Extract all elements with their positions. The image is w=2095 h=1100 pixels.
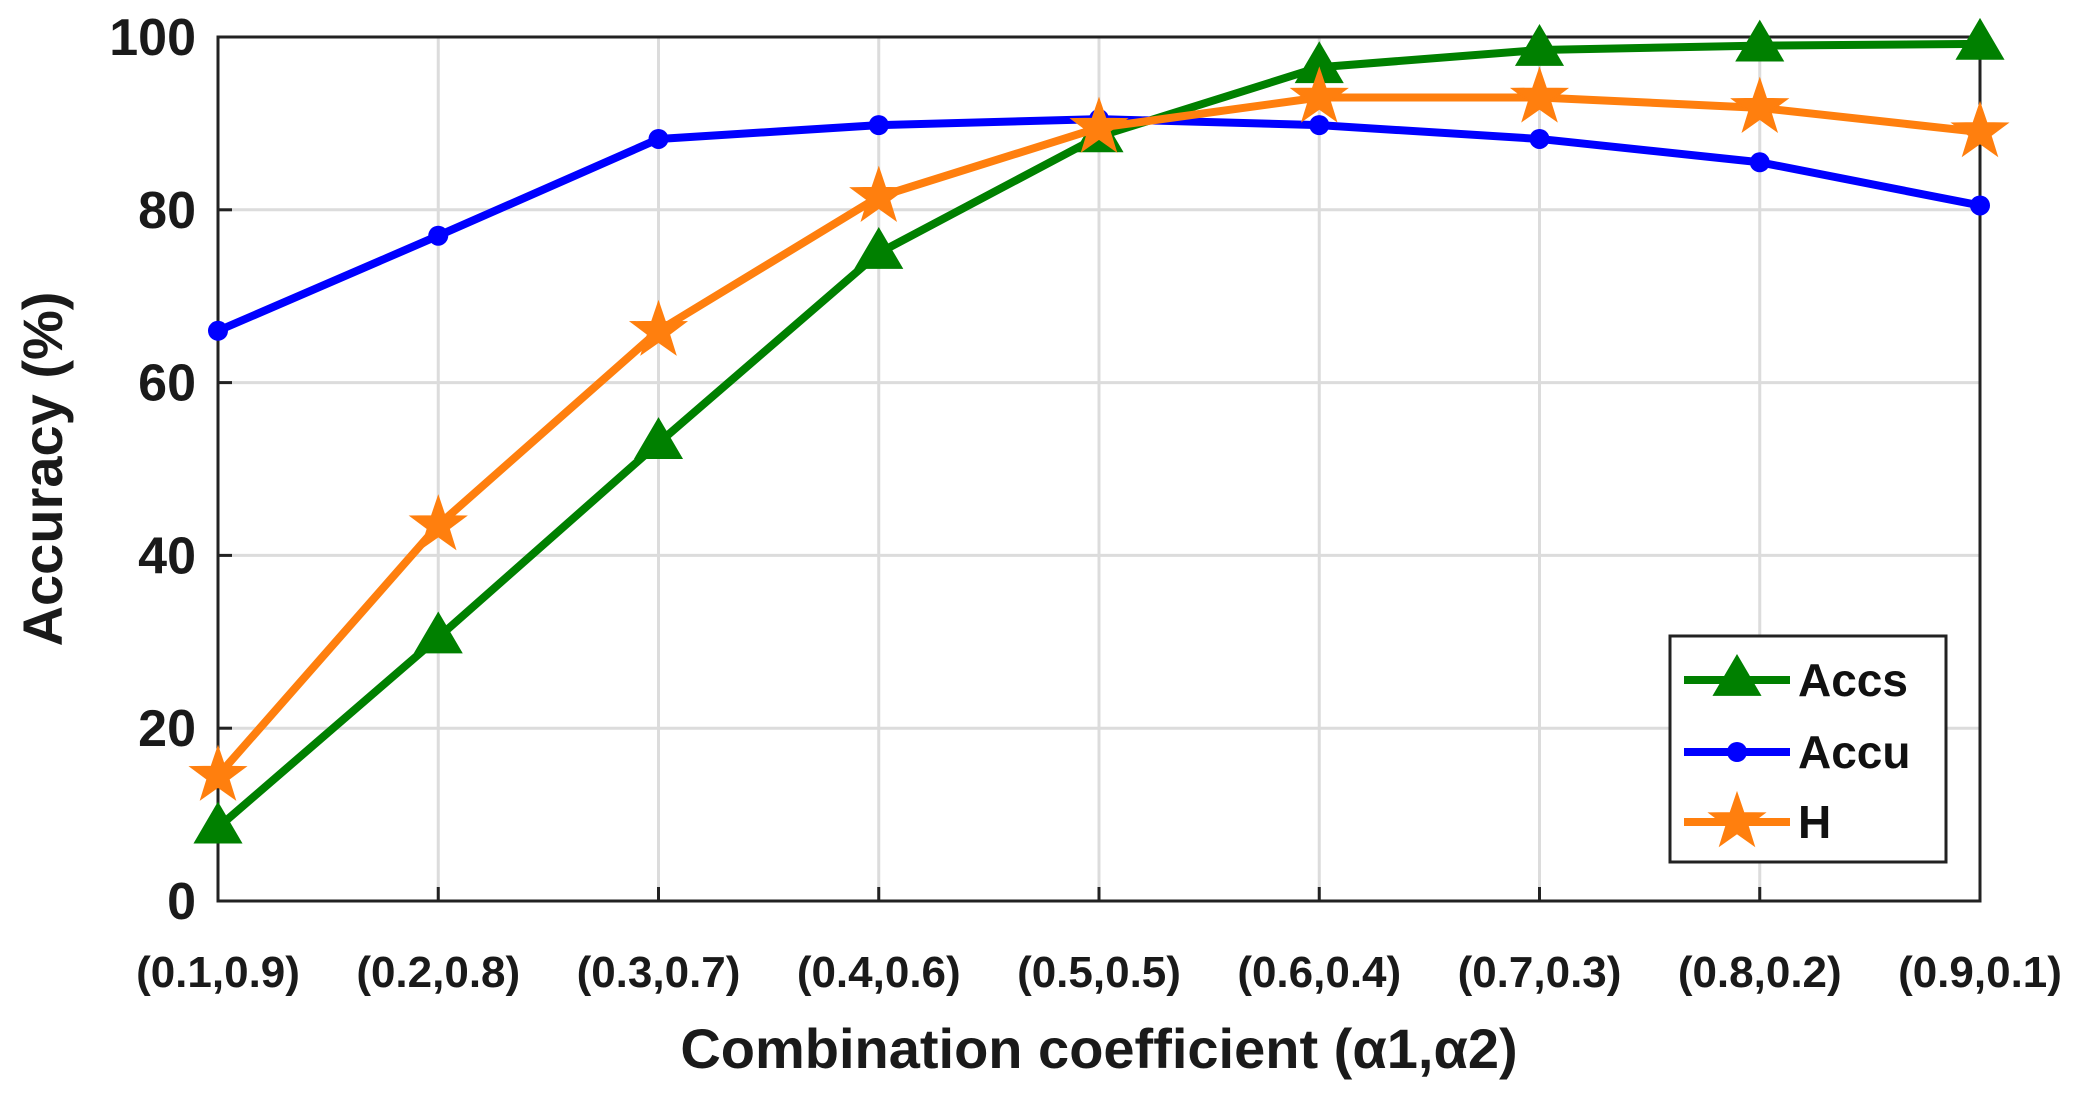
x-tick-label: (0.5,0.5) [1017, 948, 1181, 997]
data-point-accs [633, 417, 684, 459]
legend-item-h: H [1684, 790, 1831, 848]
data-point-accu [648, 128, 669, 149]
legend-label: Accu [1798, 726, 1910, 778]
x-tick-label: (0.3,0.7) [577, 948, 741, 997]
legend-swatch-marker [1712, 654, 1762, 696]
data-point-accu [1749, 152, 1770, 173]
x-tick-label: (0.8,0.2) [1678, 948, 1842, 997]
legend-item-accu: Accu [1684, 726, 1910, 778]
x-tick-label: (0.2,0.8) [356, 948, 520, 997]
data-point-accu [1529, 128, 1550, 149]
data-point-h [1730, 76, 1790, 134]
x-tick-label: (0.7,0.3) [1458, 948, 1622, 997]
data-point-h [1069, 96, 1129, 153]
data-point-h [1950, 100, 2010, 158]
y-tick-label: 80 [138, 182, 196, 240]
series-layer [188, 17, 2010, 844]
data-point-accs [193, 801, 243, 844]
series-h [188, 66, 2010, 801]
data-point-accs [1735, 19, 1785, 62]
data-point-accs [1514, 23, 1565, 66]
data-point-accs [413, 611, 463, 654]
y-axis-title: Accuracy (%) [11, 292, 74, 647]
legend-label: Accs [1798, 654, 1908, 706]
legend-swatch-marker [1727, 742, 1747, 762]
x-tick-label: (0.1,0.9) [136, 948, 300, 997]
x-axis-ticks: (0.1,0.9) (0.2,0.8) (0.3,0.7) (0.4,0.6) (0.5… [136, 887, 2062, 997]
data-point-accu [1309, 115, 1330, 136]
data-point-accs [854, 227, 904, 269]
data-point-h [628, 299, 689, 356]
data-point-h [1289, 66, 1349, 123]
y-tick-label: 0 [167, 873, 196, 931]
data-point-accu [428, 225, 449, 246]
x-tick-label: (0.4,0.6) [797, 948, 961, 997]
legend-label: H [1798, 796, 1831, 848]
y-tick-label: 20 [138, 700, 196, 758]
x-axis-title: Combination coefficient (α1,α2) [680, 1017, 1517, 1080]
data-point-h [188, 744, 248, 801]
legend-item-accs: Accs [1684, 654, 1908, 706]
x-tick-label: (0.6,0.4) [1237, 948, 1401, 997]
data-point-accu [208, 320, 228, 341]
y-axis-ticks: 0 20 40 60 80 100 [109, 9, 232, 931]
data-point-h [408, 494, 468, 551]
y-tick-label: 60 [138, 355, 196, 413]
y-tick-label: 100 [109, 9, 196, 67]
y-tick-label: 40 [138, 527, 196, 585]
data-point-h [1509, 66, 1570, 123]
data-point-accu [1970, 195, 1990, 216]
legend-items: Accs Accu H [1684, 654, 1910, 848]
legend: Accs Accu H [1668, 634, 1948, 864]
data-point-accu [868, 115, 889, 136]
data-point-h [849, 165, 909, 223]
x-tick-label: (0.9,0.1) [1898, 948, 2062, 997]
legend-swatch-marker [1707, 790, 1767, 848]
data-point-accs [1955, 17, 2005, 60]
